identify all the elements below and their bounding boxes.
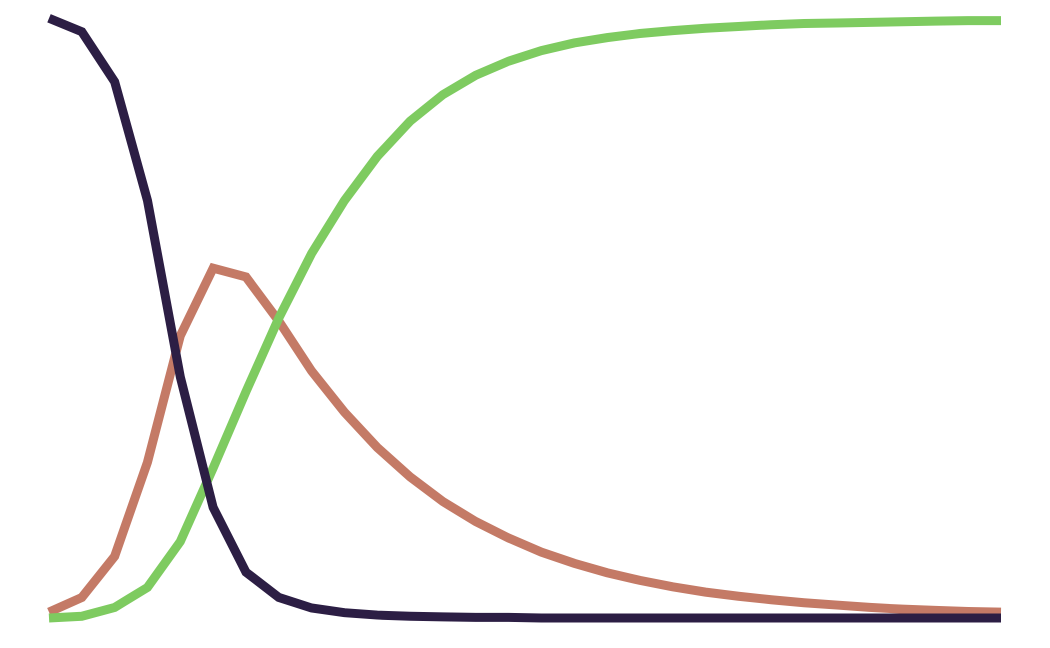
- series-3-line: [47, 14, 1001, 623]
- series-1: [47, 262, 1002, 617]
- series-3: [47, 14, 1001, 623]
- series-layer: [47, 14, 1002, 623]
- series-1-line: [47, 262, 1002, 617]
